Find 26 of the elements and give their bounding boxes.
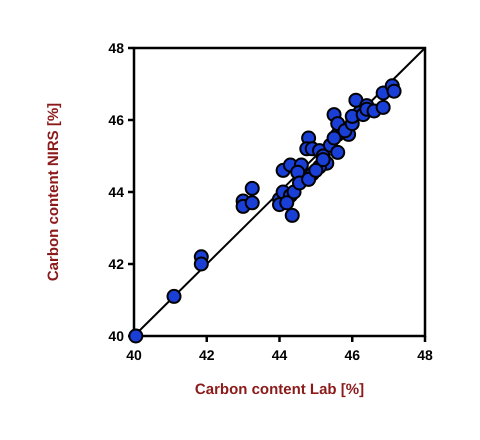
x-tick-label: 44 xyxy=(272,347,288,363)
y-axis-title: Carbon content NIRS [%] xyxy=(45,102,62,282)
point xyxy=(376,100,391,115)
point xyxy=(244,180,260,196)
y-tick-label: 40 xyxy=(108,328,124,344)
y-tick-label: 42 xyxy=(108,256,124,272)
x-axis-title: Carbon content Lab [%] xyxy=(194,381,364,398)
y-tick-label: 46 xyxy=(108,112,124,128)
x-tick-label: 46 xyxy=(344,347,360,363)
point xyxy=(316,152,331,168)
x-tick-label: 48 xyxy=(417,347,433,363)
point xyxy=(244,195,260,210)
point xyxy=(166,288,182,304)
point xyxy=(308,162,324,178)
point xyxy=(284,208,300,223)
point xyxy=(326,130,342,146)
y-tick-label: 48 xyxy=(108,40,124,56)
point xyxy=(128,328,144,344)
y-tick-label: 44 xyxy=(108,184,124,200)
point xyxy=(279,195,294,210)
point xyxy=(386,84,402,99)
x-tick-label: 42 xyxy=(198,347,215,363)
point xyxy=(348,92,364,108)
point xyxy=(330,144,346,160)
point xyxy=(194,256,209,272)
x-tick-label: 40 xyxy=(126,347,142,363)
